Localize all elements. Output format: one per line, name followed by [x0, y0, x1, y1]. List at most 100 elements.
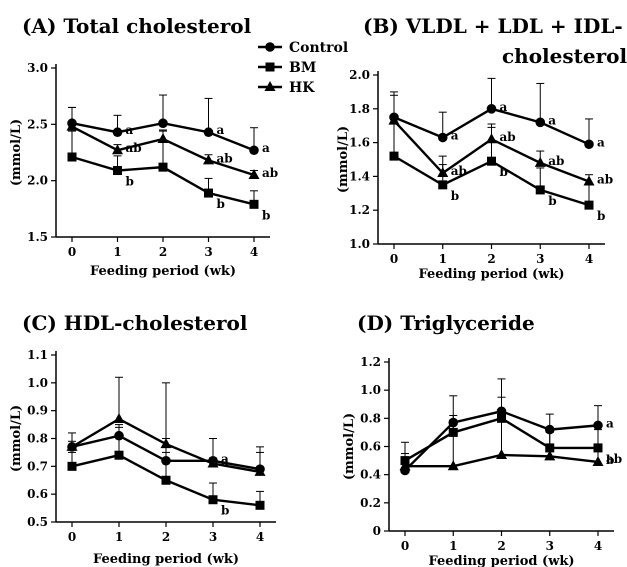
legend-label-hk: HK	[289, 80, 315, 96]
significance-label: ab	[217, 151, 233, 165]
point-bm	[438, 180, 448, 190]
point-hk	[534, 156, 546, 167]
x-axis-label: Feeding period (wk)	[418, 267, 564, 282]
x-tick-label: 4	[594, 539, 602, 553]
chart-panel-a: (A) Total cholesterol 1.5 2.0 2.5 3.0 0 1 2 3 4 Fe…	[9, 14, 278, 279]
series-hk	[66, 376, 266, 476]
point-bm	[204, 188, 213, 198]
significance-label: ab	[262, 166, 278, 180]
x-tick-label: 3	[204, 245, 212, 259]
x-axis-label: Feeding period (wk)	[93, 552, 239, 567]
point-bm	[584, 200, 594, 210]
point-hk	[496, 448, 507, 459]
significance-label: b	[262, 208, 270, 222]
y-tick-label: 1.1	[27, 348, 48, 362]
significance-label: a	[606, 416, 614, 430]
point-bm	[114, 450, 124, 460]
y-tick-label: 1.8	[349, 102, 370, 116]
x-axis-label: Feeding period (wk)	[90, 264, 236, 279]
x-tick-label: 0	[401, 539, 409, 553]
significance-label: b	[500, 165, 508, 179]
significance-label: ab	[126, 141, 142, 155]
significance-label: a	[451, 129, 459, 143]
significance-label: b	[548, 194, 556, 208]
y-axis-label: (mmol/L)	[342, 413, 357, 480]
y-tick-label: 2.5	[27, 117, 48, 131]
x-tick-label: 4	[585, 252, 593, 266]
series-control	[389, 77, 594, 150]
point-bm	[161, 475, 171, 485]
y-tick-label: 1.2	[360, 355, 381, 369]
chart-panel-d: (D) Triglyceride 0 0.2 0.4 0.6 0.8 1.0 1.2 0 1 2 3 4…	[342, 311, 622, 567]
significance-label: a	[221, 455, 229, 469]
point-control	[535, 117, 546, 128]
significance-label: b	[217, 197, 225, 211]
x-tick-label: 1	[439, 252, 447, 266]
x-tick-label: 2	[497, 539, 505, 553]
legend-marker-bm	[265, 62, 275, 72]
significance-label: b	[597, 209, 605, 223]
point-hk	[544, 450, 556, 461]
point-hk	[592, 455, 604, 466]
point-hk	[437, 167, 449, 178]
y-tick-label: 0.8	[27, 432, 48, 446]
legend-label-control: Control	[289, 40, 348, 56]
point-control	[437, 132, 448, 143]
x-tick-label: 3	[546, 539, 554, 553]
significance-label: a	[262, 141, 270, 155]
series-hk	[388, 91, 595, 186]
y-tick-label: 1.0	[360, 383, 381, 397]
x-tick-label: 3	[209, 530, 217, 544]
series-hk	[399, 412, 604, 471]
x-tick-label: 4	[250, 245, 258, 259]
y-tick-label: 0.8	[360, 411, 381, 425]
point-hk	[157, 132, 169, 143]
legend-label-bm: BM	[289, 60, 316, 76]
y-tick-label: 1.0	[349, 237, 370, 251]
point-hk	[248, 169, 260, 180]
panel-title-d: (D) Triglyceride	[357, 311, 535, 335]
significance-label: b	[126, 175, 134, 189]
point-control	[593, 420, 603, 431]
point-hk	[66, 440, 78, 451]
x-tick-label: 1	[449, 539, 457, 553]
y-tick-label: 3.0	[27, 61, 48, 75]
point-hk	[112, 144, 123, 155]
y-axis-label: (mmol/L)	[336, 126, 351, 193]
legend: Control BM HK	[258, 40, 348, 96]
x-tick-label: 4	[256, 530, 264, 544]
significance-label: b	[451, 189, 459, 203]
point-bm	[389, 151, 399, 161]
legend-marker-control	[265, 42, 275, 52]
significance-label: a	[597, 135, 605, 149]
point-bm	[67, 152, 77, 162]
y-tick-label: 1.5	[27, 230, 48, 244]
panel-title-c: (C) HDL-cholesterol	[22, 311, 248, 335]
point-hk	[254, 465, 266, 476]
point-control	[584, 139, 594, 150]
point-bm	[487, 156, 496, 166]
x-tick-label: 1	[113, 245, 121, 259]
series-bm	[67, 130, 259, 209]
point-bm	[113, 166, 122, 176]
y-tick-label: 1.6	[349, 136, 370, 150]
y-tick-label: 0.4	[360, 468, 381, 482]
point-bm	[255, 500, 265, 510]
point-hk	[66, 120, 78, 131]
series-bm	[67, 426, 265, 510]
point-hk	[203, 154, 214, 165]
legend-marker-hk	[264, 81, 276, 91]
y-axis-label: (mmol/L)	[9, 405, 24, 472]
x-tick-label: 0	[68, 245, 76, 259]
point-bm	[208, 495, 218, 505]
point-control	[203, 127, 214, 138]
y-tick-label: 1.2	[349, 203, 370, 217]
significance-label: ab	[548, 154, 564, 168]
x-axis-label: Feeding period (wk)	[428, 554, 574, 567]
x-tick-label: 3	[536, 252, 544, 266]
significance-label: ab	[451, 164, 467, 178]
y-tick-label: 2.0	[349, 68, 370, 82]
y-tick-label: 0.9	[27, 404, 48, 418]
y-tick-label: 1.0	[27, 376, 48, 390]
point-control	[249, 145, 259, 156]
